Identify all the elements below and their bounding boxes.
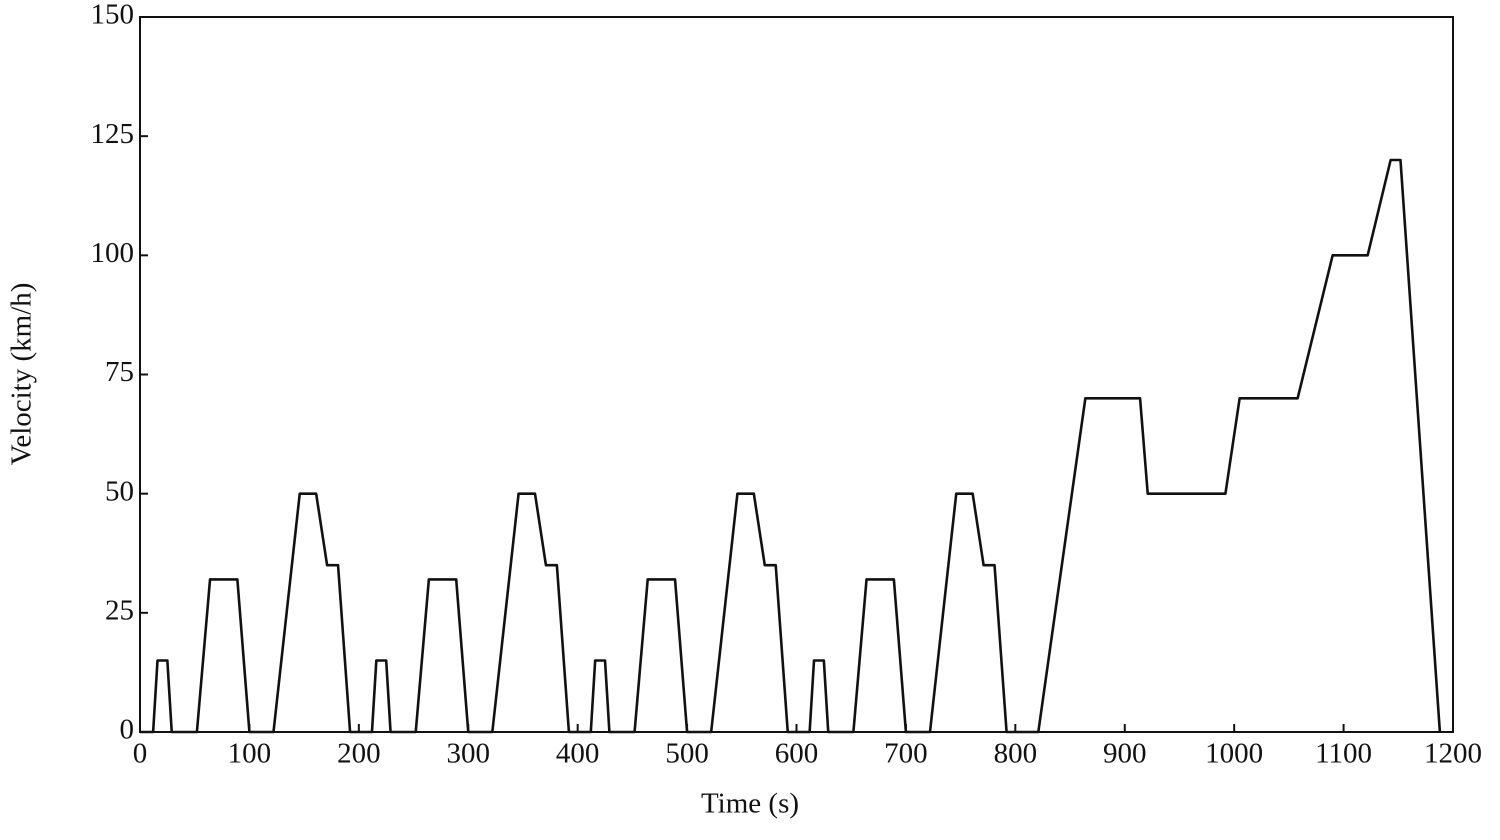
x-tick-label: 700 <box>884 738 928 770</box>
y-tick-label: 125 <box>91 118 135 150</box>
x-tick-label: 300 <box>447 738 491 770</box>
x-tick-label: 1000 <box>1205 738 1263 770</box>
x-tick-label: 1200 <box>1424 738 1482 770</box>
plot-frame <box>139 16 1454 733</box>
y-tick-label: 150 <box>91 0 135 31</box>
y-tick-label: 25 <box>105 594 134 626</box>
x-axis-label: Time (s) <box>701 788 799 820</box>
x-tick-label: 1100 <box>1315 738 1372 770</box>
y-tick-label: 100 <box>91 237 135 269</box>
y-axis-label: Velocity (km/h) <box>6 283 38 466</box>
x-tick-label: 800 <box>994 738 1038 770</box>
velocity-line <box>140 158 1442 734</box>
y-tick-label: 0 <box>120 714 135 746</box>
x-tick-label: 0 <box>133 738 148 770</box>
y-tick-label: 50 <box>105 475 134 507</box>
x-tick-label: 400 <box>556 738 600 770</box>
x-tick-label: 200 <box>337 738 381 770</box>
x-tick-label: 900 <box>1103 738 1147 770</box>
x-tick-label: 600 <box>775 738 819 770</box>
y-tick-label: 75 <box>105 356 134 388</box>
x-tick-label: 100 <box>228 738 272 770</box>
x-tick-label: 500 <box>665 738 709 770</box>
